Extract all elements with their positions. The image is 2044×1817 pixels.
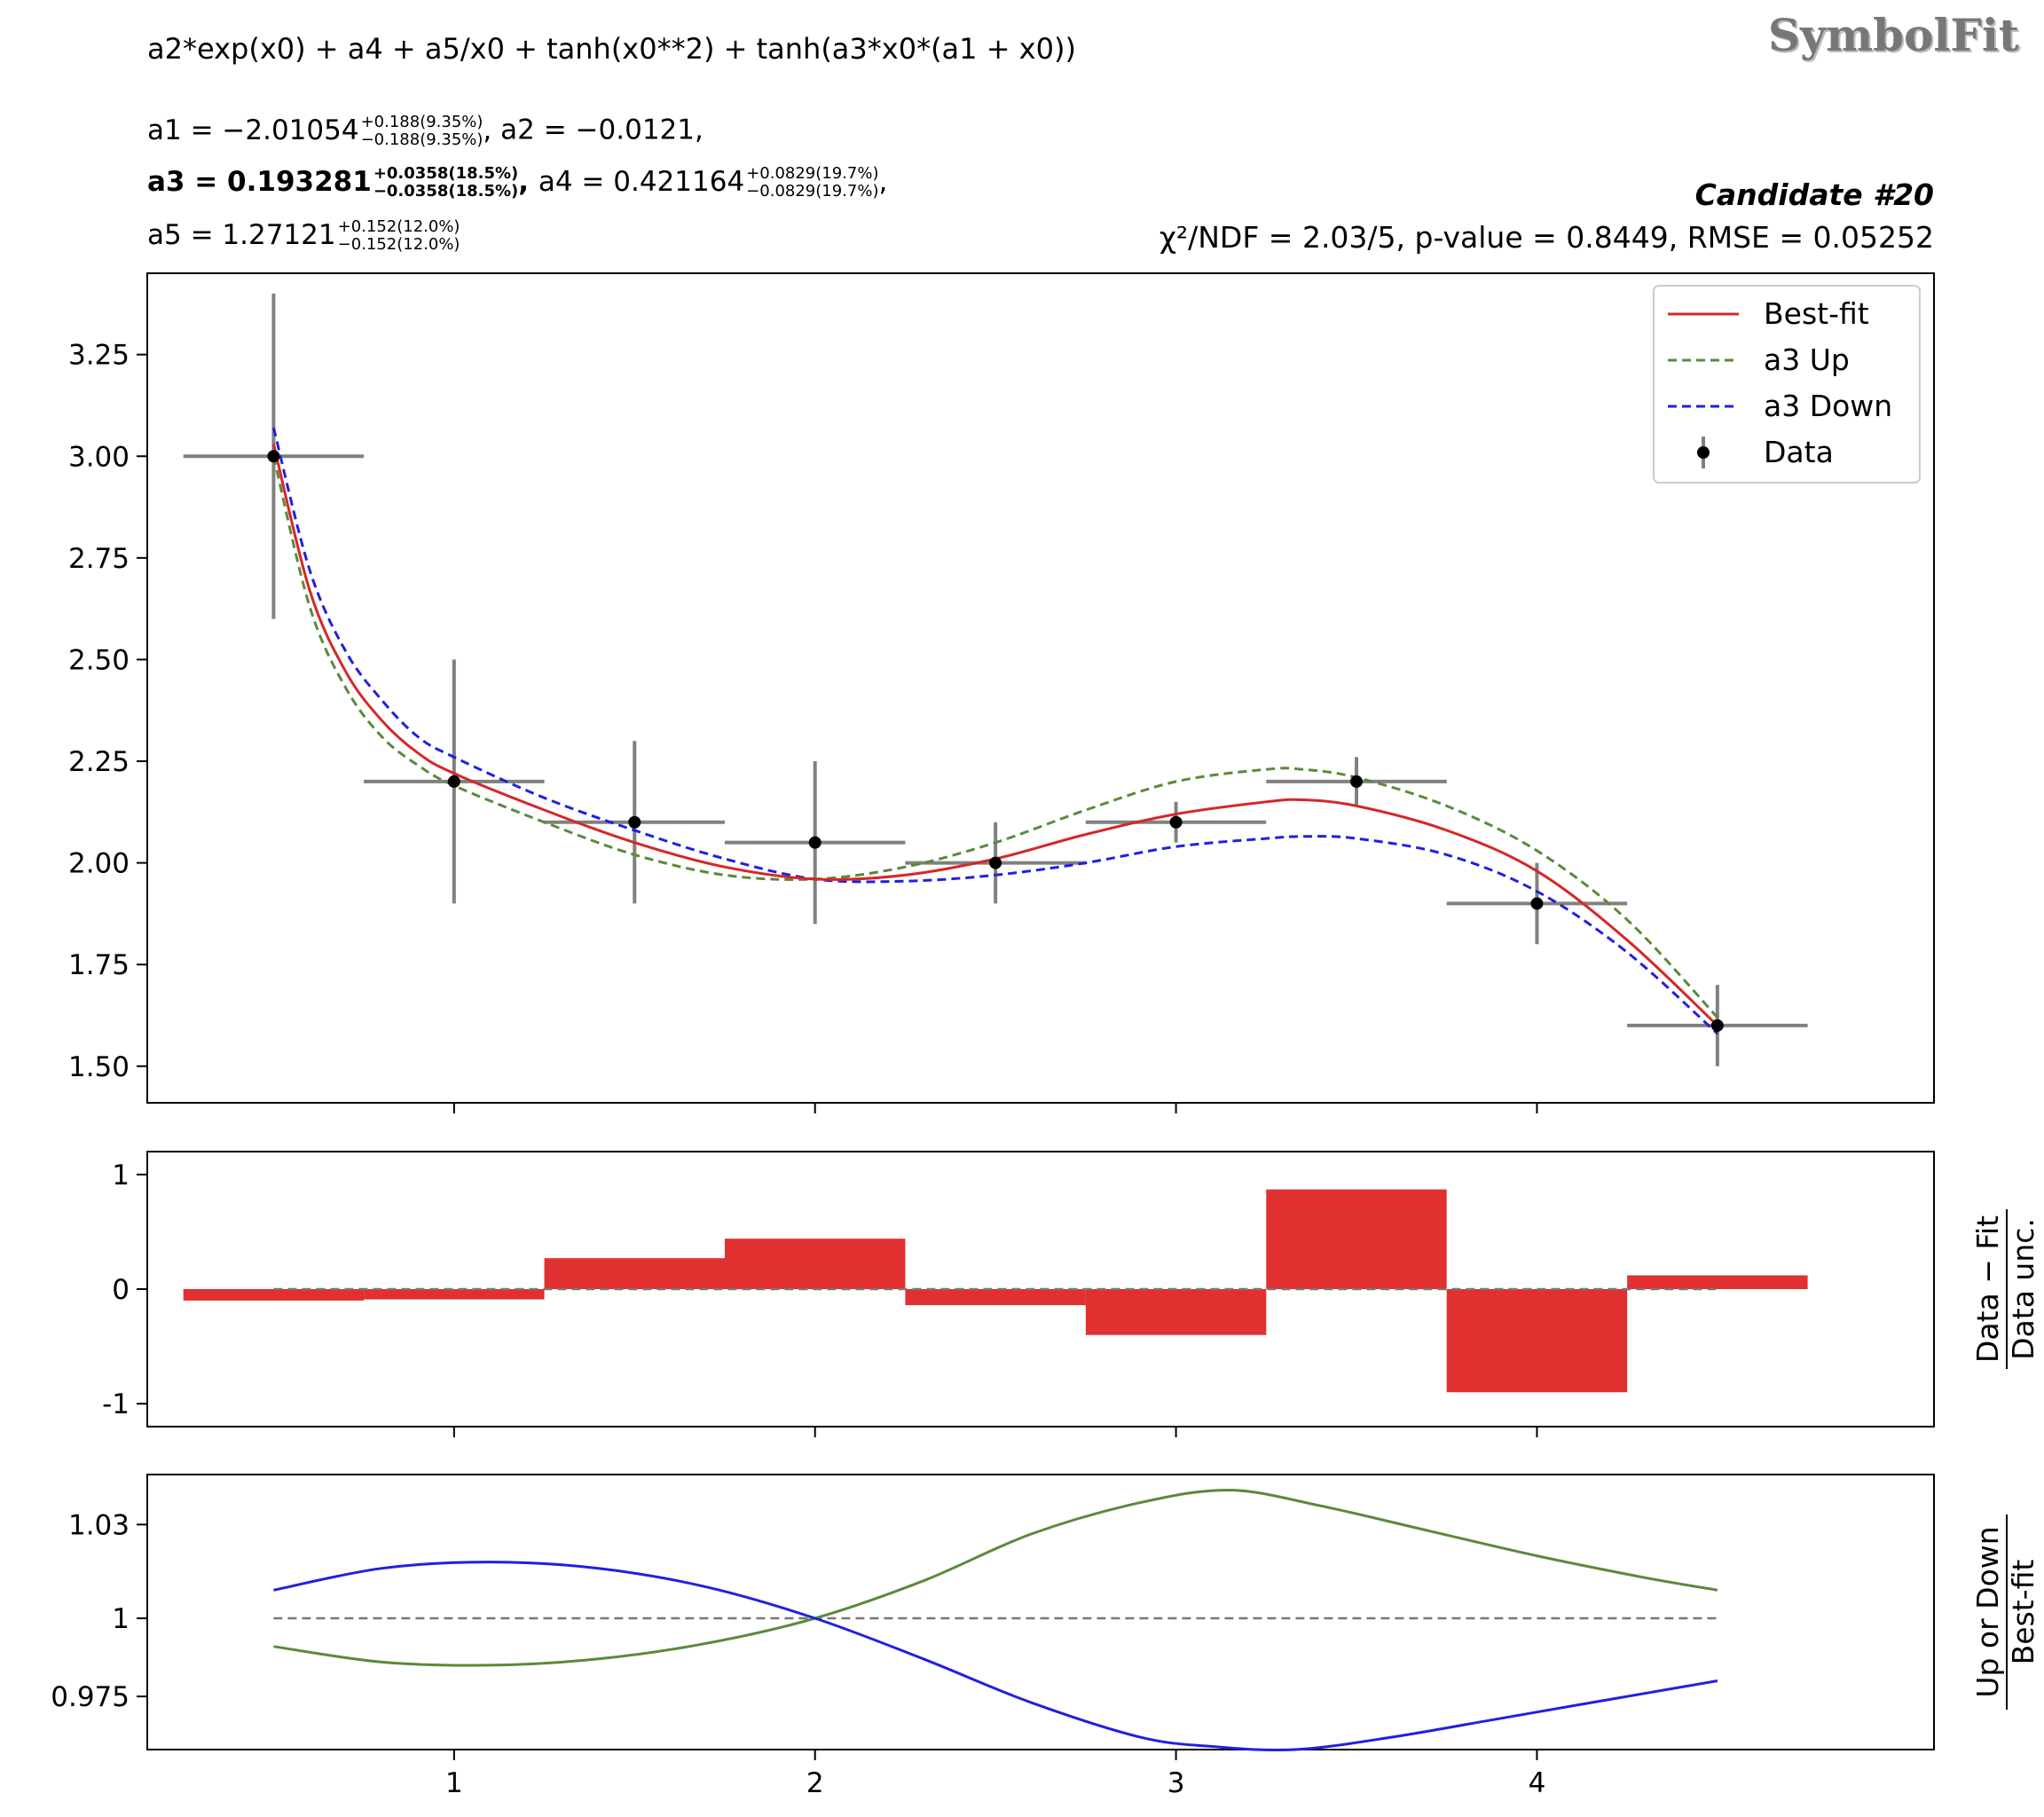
- a3-down-curve: [271, 427, 1718, 1035]
- parameter-a4: a4 = 0.421164 +0.0829(19.7%) −0.0829(19.7%…: [538, 164, 888, 201]
- y-tick-label: 2.75: [68, 543, 130, 575]
- data-point: [989, 856, 1002, 869]
- parameter-a5: a5 = 1.27121 +0.152(12.0%) −0.152(12.0%): [147, 217, 460, 254]
- y-tick-label: 1: [112, 1603, 130, 1635]
- legend-data-marker: [1697, 446, 1710, 459]
- residual-bar: [364, 1289, 545, 1300]
- parameter-line: a3 = 0.193281 +0.0358(18.5%) −0.0358(18.5%…: [147, 165, 887, 201]
- y-tick-label: 0.975: [51, 1681, 130, 1713]
- parameter-a1: a1 = −2.01054 +0.188(9.35%) −0.188(9.35%),: [147, 113, 501, 149]
- residual-bar: [724, 1239, 906, 1289]
- x-tick-label: 2: [806, 1767, 824, 1799]
- ratio-ylabel-part: Up or Down: [1970, 1526, 2005, 1697]
- y-tick-label: 1: [112, 1160, 130, 1192]
- x-tick-label: 4: [1529, 1767, 1546, 1799]
- parameter-line: a1 = −2.01054 +0.188(9.35%) −0.188(9.35%),…: [147, 114, 704, 149]
- residual-bar: [905, 1289, 1086, 1306]
- data-point: [267, 450, 280, 463]
- panel-frame: [146, 1474, 1935, 1750]
- residual-bar: [1627, 1275, 1808, 1289]
- a3-up-curve: [271, 455, 1719, 1019]
- panel-frame: [146, 272, 1935, 1104]
- residual-ylabel: Data − Fit Data unc.: [1970, 1209, 2040, 1369]
- residual-bar: [183, 1289, 365, 1301]
- residual-ylabel-part: Data − Fit: [1970, 1215, 2005, 1363]
- residual-ylabel-part: Data unc.: [2006, 1218, 2040, 1360]
- x-tick-label: 1: [445, 1767, 463, 1799]
- brand-logo: SymbolFit: [1768, 9, 2019, 61]
- y-tick-label: 1.50: [68, 1051, 130, 1083]
- ratio-ylabel: Up or Down Best-fit: [1970, 1514, 2040, 1710]
- data-point: [1710, 1019, 1724, 1032]
- legend-box: [1653, 285, 1921, 484]
- y-tick-label: 3.00: [68, 441, 130, 473]
- candidate-label: Candidate #20: [1694, 177, 1934, 212]
- residual-bar: [1085, 1289, 1267, 1335]
- legend-a3-up-label: a3 Up: [1764, 342, 1850, 377]
- y-tick-label: 2.00: [68, 848, 130, 880]
- data-point: [447, 775, 460, 788]
- parameter-line: a5 = 1.27121 +0.152(12.0%) −0.152(12.0%): [147, 218, 460, 254]
- y-tick-label: -1: [102, 1388, 130, 1420]
- ratio-up-curve: [273, 1489, 1718, 1667]
- fit-formula: a2*exp(x0) + a4 + a5/x0 + tanh(x0**2) + …: [147, 32, 1076, 66]
- data-point: [628, 815, 641, 829]
- y-tick-label: 1.03: [68, 1509, 130, 1541]
- data-point: [1169, 815, 1183, 829]
- data-point: [1530, 897, 1544, 910]
- parameter-a2: a2 = −0.0121,: [500, 114, 704, 146]
- residual-bar: [544, 1258, 725, 1289]
- residual-bar: [1446, 1289, 1628, 1393]
- ratio-ylabel-part: Best-fit: [2006, 1560, 2040, 1665]
- y-tick-label: 2.25: [68, 746, 130, 778]
- y-tick-label: 1.75: [68, 949, 130, 981]
- x-tick-label: 3: [1167, 1767, 1185, 1799]
- legend-data-label: Data: [1764, 435, 1834, 469]
- data-point: [808, 836, 822, 849]
- y-tick-label: 3.25: [68, 340, 130, 372]
- best-fit-curve: [271, 444, 1718, 1026]
- legend-a3-down-label: a3 Down: [1764, 389, 1892, 423]
- residual-bar: [1266, 1189, 1447, 1289]
- ratio-down-curve: [273, 1561, 1718, 1752]
- fit-statistics: χ²/NDF = 2.03/5, p-value = 0.8449, RMSE …: [1159, 220, 1934, 255]
- y-tick-label: 0: [112, 1274, 130, 1306]
- parameter-a3: a3 = 0.193281 +0.0358(18.5%) −0.0358(18.5%…: [147, 164, 539, 201]
- y-tick-label: 2.50: [68, 644, 130, 676]
- legend-best-fit-label: Best-fit: [1764, 296, 1869, 331]
- data-point: [1350, 775, 1364, 788]
